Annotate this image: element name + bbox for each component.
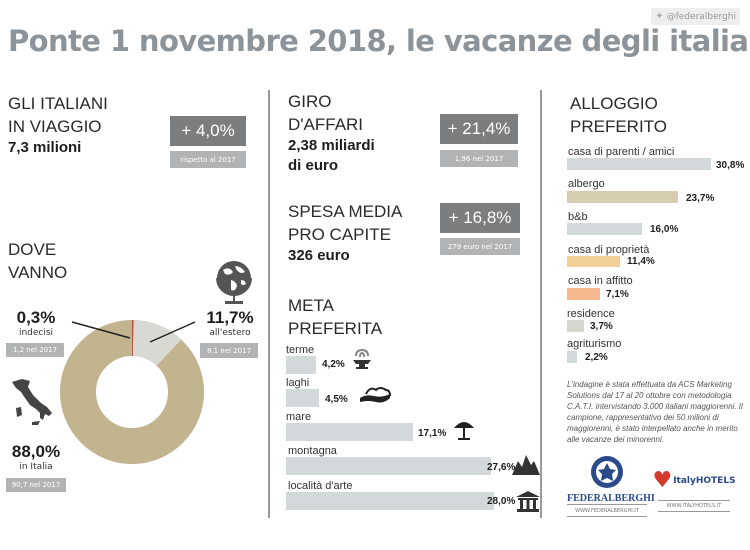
bar-value-laghi: 4,5% (325, 394, 348, 405)
twitter-icon: ✦ (655, 11, 664, 22)
acc-bar-agriturismo (567, 351, 577, 363)
bar-label-montagna: montagna (288, 445, 337, 457)
acc-value-affitto: 7,1% (606, 289, 629, 300)
bar-value-montagna: 27,6% (487, 462, 516, 473)
bar-value-mare: 17,1% (418, 428, 447, 439)
bar-value-terme: 4,2% (322, 359, 345, 370)
bar-terme (286, 356, 316, 374)
acc-label-affitto: casa in affitto (568, 275, 633, 287)
bar-label-mare: mare (286, 411, 312, 423)
undecided-note: 1,2 nel 2017 (6, 343, 64, 357)
accommodation-section: ALLOGGIO PREFERITO (570, 94, 667, 136)
turnover-change-note: 1,96 nel 2017 (440, 150, 518, 167)
heart-icon: ♥ (652, 468, 673, 493)
column-divider-1 (268, 90, 270, 518)
acc-bar-residence (567, 320, 584, 332)
bar-label-terme: terme (286, 344, 315, 356)
acc-bar-proprieta (567, 256, 620, 267)
destinations-section: DOVE VANNO (8, 240, 68, 282)
acc-value-residence: 3,7% (590, 321, 613, 332)
italy-note: 90,7 nel 2017 (6, 478, 66, 492)
abroad-note: 8,1 nel 2017 (200, 343, 258, 358)
travellers-change-note: rispetto al 2017 (170, 151, 246, 168)
turnover-change-badge: + 21,4% (440, 114, 518, 144)
lake-icon (358, 386, 392, 410)
destination-type-section: META PREFERITA (288, 296, 383, 338)
bar-arte (286, 492, 494, 510)
bar-laghi (286, 389, 319, 407)
acc-bar-affitto (567, 288, 600, 300)
acc-bar-albergo (567, 191, 678, 203)
bar-label-laghi: laghi (286, 377, 310, 389)
spending-change-badge: + 16,8% (440, 203, 520, 233)
destinations-donut-chart (58, 318, 206, 470)
italyhotels-logo[interactable]: ♥ ItalyHOTELS WWW.ITALYHOTELS.IT (652, 470, 736, 512)
methodology-note: L'indagine è stata effettuata da ACS Mar… (567, 380, 743, 444)
turnover-section: GIRO D'AFFARI 2,38 miliardi di euro (288, 92, 375, 174)
acc-value-parenti: 30,8% (716, 160, 745, 171)
travellers-change-badge: + 4,0% (170, 116, 246, 146)
acc-value-albergo: 23,7% (686, 193, 715, 204)
bar-montagna (286, 457, 491, 475)
globe-icon (213, 258, 255, 310)
undecided-stat: 0,3% indecisi (16, 308, 56, 338)
fountain-icon (350, 348, 374, 374)
turnover-value-1: 2,38 miliardi (288, 137, 375, 154)
acc-label-proprieta: casa di proprietà (568, 244, 650, 256)
bar-label-arte: località d'arte (288, 480, 353, 492)
twitter-handle: ✦ @federalberghi (651, 8, 740, 25)
abroad-stat: 11,7% all'estero (206, 308, 254, 338)
federalberghi-logo[interactable]: FEDERALBERGHI WWW.FEDERALBERGHI.IT (567, 455, 655, 517)
acc-label-parenti: casa di parenti / amici (568, 146, 675, 158)
spending-section: SPESA MEDIA PRO CAPITE 326 euro (288, 202, 403, 264)
acc-label-agriturismo: agriturismo (567, 338, 622, 350)
acc-value-bb: 16,0% (650, 224, 679, 235)
italy-stat: 88,0% in Italia (11, 442, 61, 472)
travellers-value: 7,3 milioni (8, 139, 82, 156)
beach-umbrella-icon (452, 418, 476, 446)
travellers-section: GLI ITALIANI IN VIAGGIO 7,3 milioni (8, 94, 108, 156)
museum-icon (516, 490, 540, 516)
spending-value: 326 euro (288, 247, 350, 264)
mountain-icon (512, 455, 540, 479)
leader-lines (71, 321, 196, 343)
federalberghi-emblem-icon (591, 456, 623, 488)
italy-map-icon (10, 378, 55, 432)
acc-label-residence: residence (567, 308, 615, 320)
page-title: Ponte 1 novembre 2018, le vacanze degli … (8, 24, 750, 58)
acc-bar-parenti (567, 158, 711, 170)
acc-label-albergo: albergo (568, 178, 605, 190)
spending-change-note: 279 euro nel 2017 (440, 238, 520, 255)
bar-mare (286, 423, 413, 441)
acc-value-proprieta: 11,4% (627, 256, 655, 267)
acc-value-agriturismo: 2,2% (585, 352, 608, 363)
acc-label-bb: b&b (568, 211, 588, 223)
bar-value-arte: 28,0% (487, 496, 516, 507)
column-divider-2 (540, 90, 542, 518)
acc-bar-bb (567, 223, 642, 235)
turnover-value-2: di euro (288, 157, 339, 174)
